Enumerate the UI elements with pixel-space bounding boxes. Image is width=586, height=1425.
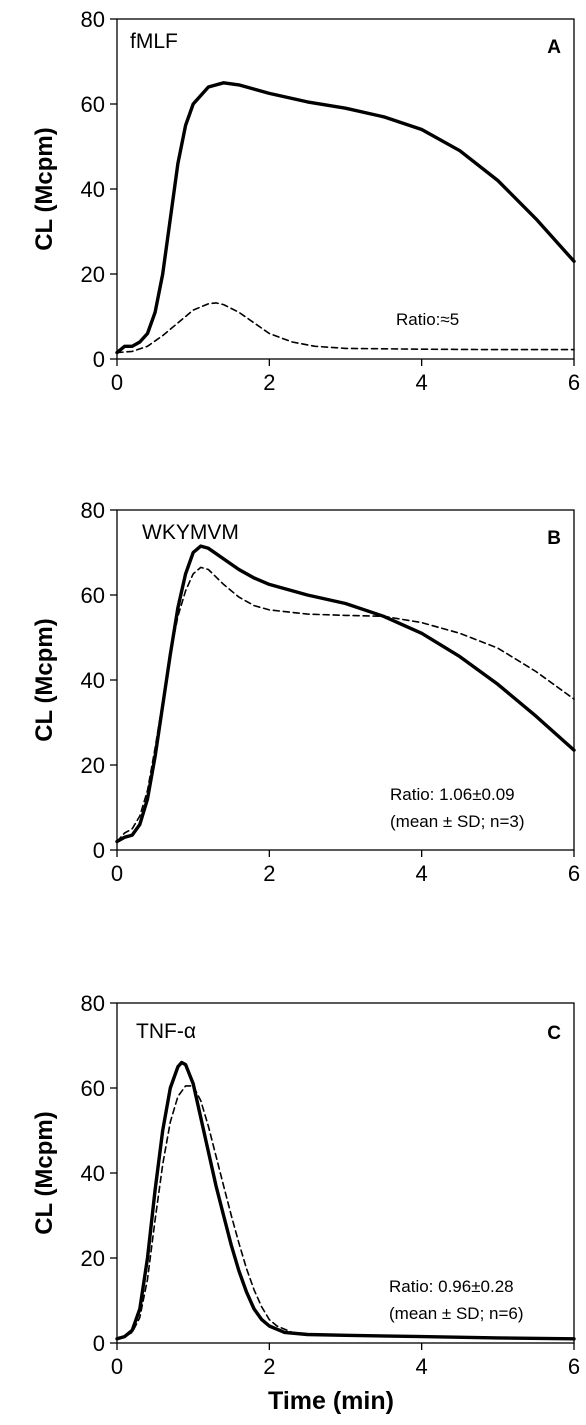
y-tick-label: 80 — [81, 991, 105, 1016]
y-tick-label: 0 — [93, 347, 105, 372]
panel-letter: B — [547, 528, 561, 549]
y-tick-label: 40 — [81, 668, 105, 693]
y-tick-label: 60 — [81, 1076, 105, 1101]
y-tick-label: 80 — [81, 498, 105, 523]
x-tick-label: 2 — [263, 370, 275, 395]
ratio-annotation: Ratio: 0.96±0.28 — [389, 1277, 514, 1296]
x-tick-label: 4 — [416, 370, 428, 395]
x-tick-label: 2 — [263, 1354, 275, 1379]
panel-label: WKYMVM — [142, 521, 239, 544]
x-tick-label: 6 — [568, 861, 580, 886]
panel-letter: A — [547, 37, 561, 58]
y-tick-label: 40 — [81, 1161, 105, 1186]
series-layer — [115, 81, 576, 355]
series-layer — [115, 544, 576, 844]
y-tick-label: 20 — [81, 753, 105, 778]
x-tick-label: 4 — [416, 861, 428, 886]
y-tick-label: 20 — [81, 262, 105, 287]
solid-series-line — [115, 544, 576, 844]
x-tick-label: 6 — [568, 1354, 580, 1379]
x-tick-label: 0 — [111, 370, 123, 395]
ratio-annotation: Ratio:≈5 — [396, 310, 459, 329]
x-axis-label: Time (min) — [268, 1387, 394, 1415]
y-tick-label: 60 — [81, 92, 105, 117]
ratio-stats-annotation: (mean ± SD; n=6) — [389, 1304, 524, 1323]
panel-label: TNF-α — [136, 1020, 196, 1043]
x-tick-label: 6 — [568, 370, 580, 395]
ratio-stats-annotation: (mean ± SD; n=3) — [390, 812, 525, 831]
panel-label: fMLF — [130, 30, 178, 53]
series-layer — [115, 1060, 576, 1341]
y-axis-label: CL (Mcpm) — [31, 1111, 58, 1235]
y-tick-label: 20 — [81, 1246, 105, 1271]
solid-series-line — [115, 1060, 576, 1341]
ratio-annotation: Ratio: 1.06±0.09 — [390, 785, 515, 804]
y-tick-label: 80 — [81, 7, 105, 32]
x-tick-label: 0 — [111, 1354, 123, 1379]
y-tick-label: 0 — [93, 1331, 105, 1356]
y-tick-label: 40 — [81, 177, 105, 202]
dashed-series-line — [116, 302, 575, 354]
y-tick-label: 60 — [81, 583, 105, 608]
x-tick-label: 0 — [111, 861, 123, 886]
x-tick-label: 4 — [416, 1354, 428, 1379]
x-tick-label: 2 — [263, 861, 275, 886]
solid-series-line — [115, 81, 576, 355]
y-tick-label: 0 — [93, 838, 105, 863]
dashed-series-line — [116, 1085, 575, 1340]
panel-letter: C — [547, 1023, 561, 1044]
y-axis-label: CL (Mcpm) — [31, 127, 58, 251]
y-axis-label: CL (Mcpm) — [31, 618, 58, 742]
